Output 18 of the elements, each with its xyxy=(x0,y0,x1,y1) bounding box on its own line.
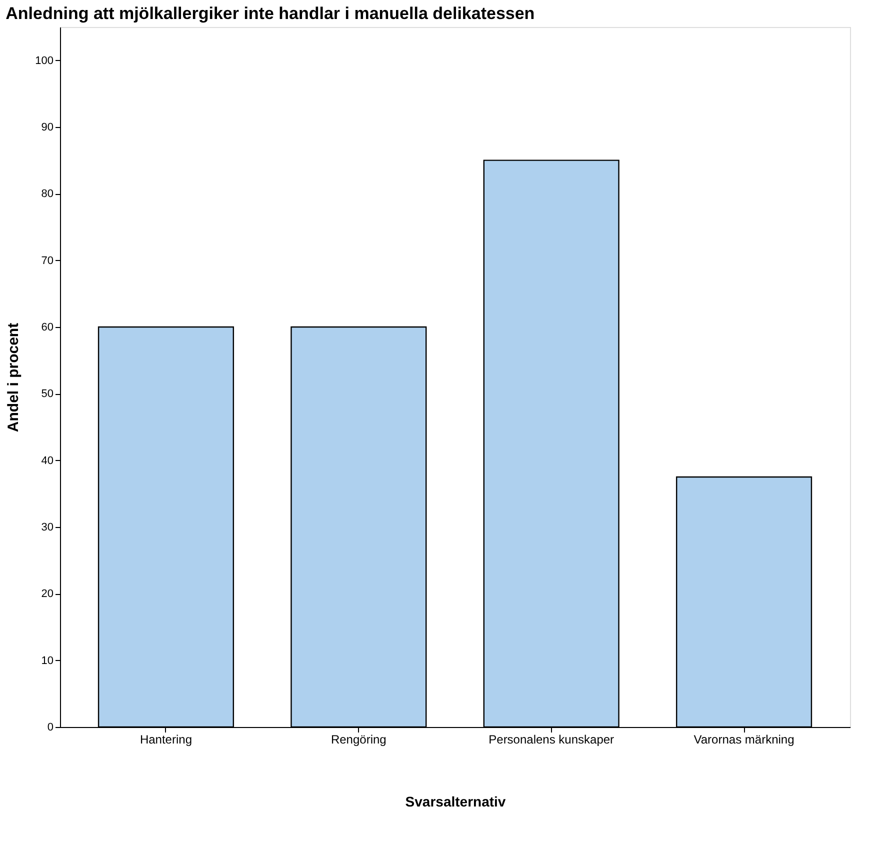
chart-title: Anledning att mjölkallergiker inte handlar i manuella delikatessen xyxy=(6,4,535,23)
x-axis-title: Svarsalternativ xyxy=(405,794,506,810)
x-tick-label: Varornas märkning xyxy=(694,732,794,746)
y-tick-label: 60 xyxy=(41,322,54,334)
y-tick-label: 30 xyxy=(41,522,54,534)
x-tick-label: Rengöring xyxy=(330,732,386,746)
y-tick-label: 100 xyxy=(35,54,54,67)
y-tick-label: 10 xyxy=(41,654,54,667)
y-tick-label: 20 xyxy=(41,588,54,600)
y-axis-title: Andel i procent xyxy=(5,322,22,432)
y-tick-label: 70 xyxy=(41,254,54,267)
y-tick-label: 80 xyxy=(41,188,54,200)
x-tick-label: Personalens kunskaper xyxy=(488,732,614,746)
y-tick-label: 0 xyxy=(47,722,54,734)
y-tick-label: 40 xyxy=(41,454,54,467)
y-tick-label: 90 xyxy=(41,122,54,134)
x-tick-label: Hantering xyxy=(140,732,192,746)
y-tick-label: 50 xyxy=(41,388,54,400)
